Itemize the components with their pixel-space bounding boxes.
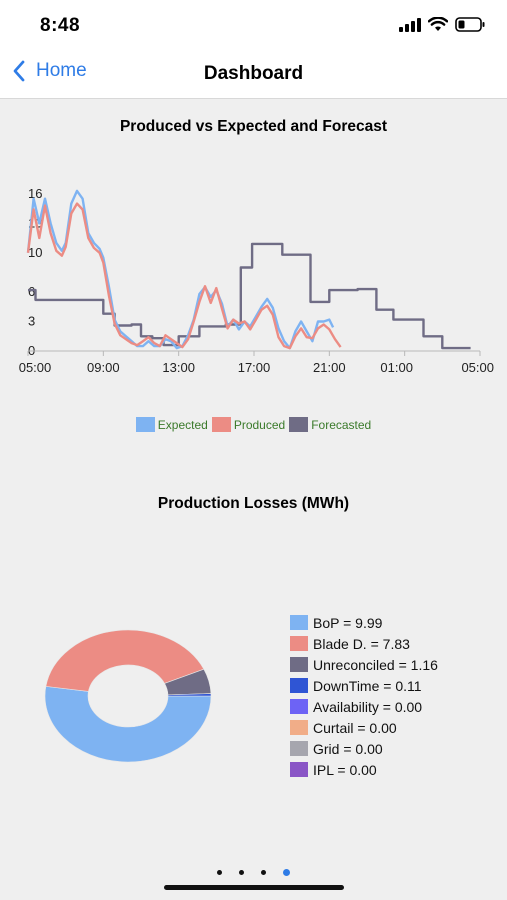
donut-slice-downtime[interactable] xyxy=(167,693,212,697)
legend-label-produced: Produced xyxy=(233,417,286,432)
navigation-bar: Home Dashboard xyxy=(0,50,507,99)
y-tick-label: 6 xyxy=(28,284,35,299)
donut-chart xyxy=(44,629,212,763)
page-dot[interactable] xyxy=(239,870,244,875)
x-tick-label: 21:00 xyxy=(313,360,346,375)
legend-label-curtail: Curtail = 0.00 xyxy=(313,719,397,736)
legend-swatch-expected xyxy=(135,417,155,432)
home-indicator[interactable] xyxy=(164,885,344,890)
x-tick-label: 01:00 xyxy=(380,360,413,375)
x-tick-label: 09:00 xyxy=(87,360,120,375)
line-chart-legend: Expected Produced Forecasted xyxy=(0,417,507,432)
legend-swatch-blade xyxy=(290,636,308,651)
signal-icon xyxy=(399,17,421,32)
legend-label-bop: BoP = 9.99 xyxy=(313,614,383,631)
status-time: 8:48 xyxy=(40,15,81,36)
line-chart-title: Produced vs Expected and Forecast xyxy=(119,118,388,135)
x-tick-label: 17:00 xyxy=(238,360,271,375)
legend-swatch-ipl xyxy=(290,762,308,777)
legend-swatch-bop xyxy=(290,615,308,630)
legend-swatch-availability xyxy=(290,699,308,714)
x-tick-label: 13:00 xyxy=(162,360,195,375)
battery-icon xyxy=(455,17,485,32)
legend-label-availability: Availability = 0.00 xyxy=(313,698,423,715)
legend-label-grid: Grid = 0.00 xyxy=(313,740,383,757)
page-dot[interactable] xyxy=(261,870,266,875)
donut-chart-title: Production Losses (MWh) xyxy=(157,495,350,512)
legend-swatch-downtime xyxy=(290,678,308,693)
legend-item-bop: BoP = 9.99 xyxy=(290,612,438,633)
x-tick-label: 05:00 xyxy=(461,360,494,375)
legend-item-expected: Expected xyxy=(135,417,208,432)
chevron-left-icon xyxy=(13,60,25,82)
legend-item-availability: Availability = 0.00 xyxy=(290,696,438,717)
status-icons xyxy=(399,17,485,32)
legend-swatch-forecasted xyxy=(289,417,309,432)
legend-item-blade: Blade D. = 7.83 xyxy=(290,633,438,654)
legend-item-curtail: Curtail = 0.00 xyxy=(290,717,438,738)
legend-swatch-unreconciled xyxy=(290,657,308,672)
y-tick-label: 16 xyxy=(28,186,42,201)
donut-slice-blade[interactable] xyxy=(45,629,205,692)
y-tick-label: 10 xyxy=(28,245,42,260)
status-bar: 8:48 xyxy=(0,0,507,50)
legend-swatch-curtail xyxy=(290,720,308,735)
page-indicator[interactable] xyxy=(0,869,507,876)
back-button-label: Home xyxy=(36,60,87,81)
page-dot[interactable] xyxy=(283,869,290,876)
legend-label-forecasted: Forecasted xyxy=(311,417,372,432)
series-line-produced xyxy=(26,202,342,350)
legend-label-unreconciled: Unreconciled = 1.16 xyxy=(313,656,438,673)
page-title: Dashboard xyxy=(203,63,304,84)
legend-item-ipl: IPL = 0.00 xyxy=(290,759,438,780)
y-tick-label: 3 xyxy=(28,314,35,329)
legend-label-downtime: DownTime = 0.11 xyxy=(313,677,422,694)
series-line-forecasted xyxy=(28,242,471,350)
wifi-icon xyxy=(428,17,448,31)
legend-label-ipl: IPL = 0.00 xyxy=(313,761,377,778)
legend-item-downtime: DownTime = 0.11 xyxy=(290,675,438,696)
donut-chart-legend: BoP = 9.99 Blade D. = 7.83 Unreconciled = … xyxy=(290,612,438,780)
line-chart: 036101316 05:0009:0013:0017:0021:0001:00… xyxy=(19,186,494,375)
series-line-expected xyxy=(26,189,335,350)
x-tick-label: 05:00 xyxy=(19,360,52,375)
back-button[interactable]: Home xyxy=(12,60,87,82)
donut-slice-bop[interactable] xyxy=(44,686,212,763)
page-dot[interactable] xyxy=(217,870,222,875)
legend-swatch-produced xyxy=(211,417,231,432)
legend-label-blade: Blade D. = 7.83 xyxy=(313,635,410,652)
legend-label-expected: Expected xyxy=(157,417,208,432)
legend-item-produced: Produced xyxy=(211,417,286,432)
legend-item-unreconciled: Unreconciled = 1.16 xyxy=(290,654,438,675)
legend-item-grid: Grid = 0.00 xyxy=(290,738,438,759)
legend-swatch-grid xyxy=(290,741,308,756)
legend-item-forecasted: Forecasted xyxy=(289,417,371,432)
